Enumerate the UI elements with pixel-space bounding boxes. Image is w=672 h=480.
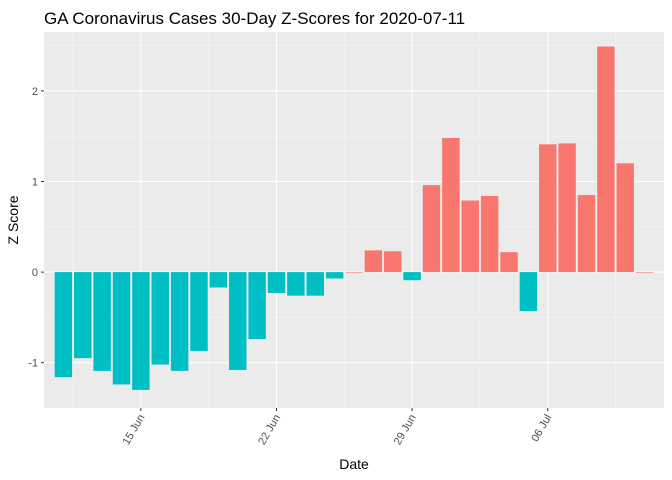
chart-title: GA Coronavirus Cases 30-Day Z-Scores for… bbox=[44, 9, 465, 28]
y-tick-label: -1 bbox=[28, 358, 38, 370]
bar bbox=[461, 200, 479, 273]
bar bbox=[229, 272, 247, 370]
bar bbox=[93, 272, 111, 371]
x-tick-label: 29 Jun bbox=[392, 413, 419, 448]
bar bbox=[248, 272, 266, 340]
bar bbox=[112, 272, 131, 385]
bar bbox=[442, 138, 460, 273]
bar bbox=[480, 195, 499, 273]
bars bbox=[54, 46, 654, 390]
bar bbox=[539, 144, 557, 273]
bar bbox=[364, 250, 383, 273]
x-tick-label: 15 Jun bbox=[121, 413, 148, 448]
x-tick-label: 22 Jun bbox=[256, 413, 283, 448]
bar bbox=[74, 272, 92, 359]
bar bbox=[500, 252, 518, 273]
x-tick-label: 06 Jul bbox=[529, 413, 554, 444]
bar bbox=[151, 272, 169, 365]
bar bbox=[422, 185, 441, 273]
bar bbox=[635, 272, 654, 273]
x-axis: 15 Jun 22 Jun 29 Jun 06 Jul bbox=[121, 408, 554, 448]
bar bbox=[519, 272, 538, 312]
bar bbox=[267, 272, 286, 293]
bar bbox=[287, 272, 305, 296]
bar bbox=[558, 143, 576, 273]
bar bbox=[403, 272, 421, 281]
bar bbox=[190, 272, 208, 351]
x-axis-label: Date bbox=[339, 456, 369, 472]
bar bbox=[577, 195, 596, 273]
bar bbox=[616, 163, 634, 273]
bar bbox=[209, 272, 228, 288]
y-axis: -1 0 1 2 bbox=[28, 86, 44, 370]
bar bbox=[597, 46, 615, 273]
bar bbox=[54, 272, 73, 378]
y-tick-label: 0 bbox=[32, 267, 38, 279]
bar bbox=[170, 272, 189, 371]
y-tick-label: 1 bbox=[32, 176, 38, 188]
y-tick-label: 2 bbox=[32, 86, 38, 98]
bar bbox=[384, 251, 402, 273]
bar bbox=[345, 272, 363, 273]
bar bbox=[325, 272, 344, 279]
bar bbox=[306, 272, 324, 296]
y-axis-label: Z Score bbox=[5, 195, 21, 244]
bar bbox=[132, 272, 150, 390]
